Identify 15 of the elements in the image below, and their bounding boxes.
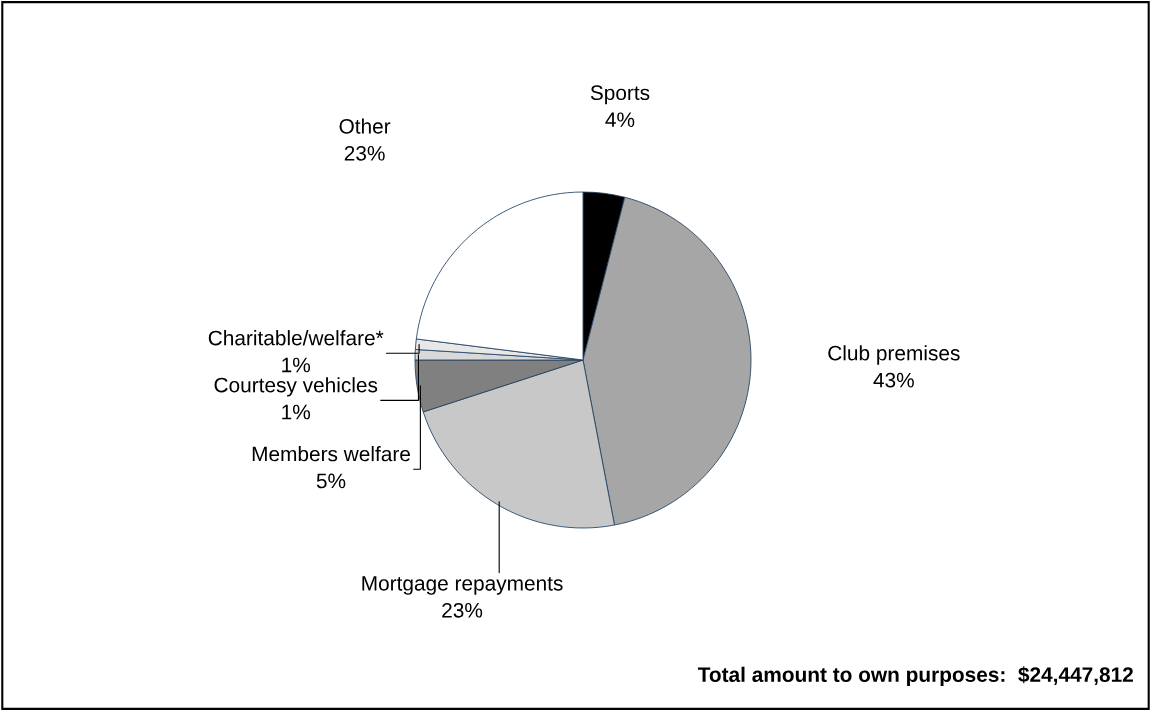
slice-label: Other (339, 118, 391, 134)
slice-label: Courtesy vehicles (214, 377, 378, 397)
data-label: 43% (873, 372, 914, 388)
data-label: 5% (316, 473, 346, 489)
data-label: 23% (344, 145, 385, 161)
data-label: 1% (282, 357, 311, 373)
slice-label: Sports (590, 85, 650, 105)
slice-label: Members welfare (252, 446, 410, 462)
slice-label: Charitable/welfare* (208, 330, 384, 346)
data-label: 4% (605, 112, 635, 127)
slice-label: Mortgage repayments (362, 576, 563, 595)
data-label: 23% (442, 602, 483, 618)
data-label: 1% (282, 404, 311, 420)
text: Total amount to own purposes: $24,447,812 (697, 666, 1133, 687)
slice-label: Club premises (828, 345, 960, 365)
